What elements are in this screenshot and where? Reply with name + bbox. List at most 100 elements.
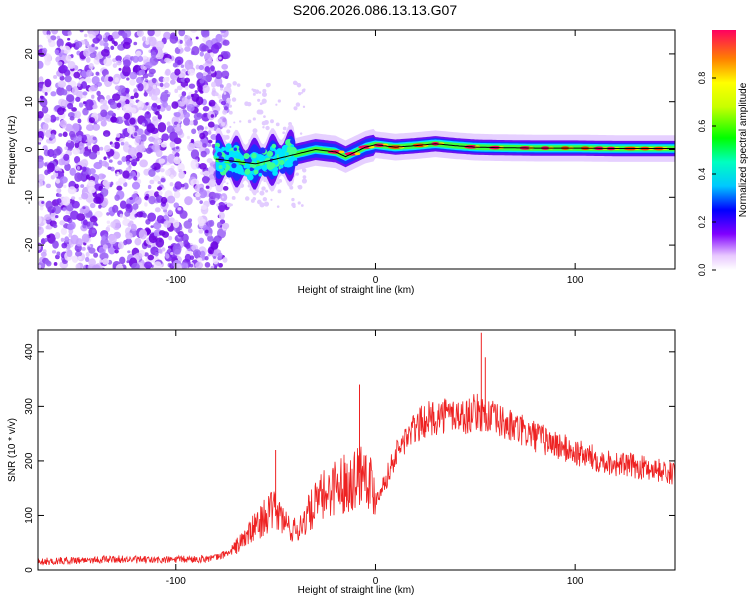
noise-blob: [93, 252, 99, 258]
noise-blob: [120, 141, 125, 146]
noise-blob: [53, 261, 58, 266]
sparse-blob: [300, 91, 303, 94]
noise-blob: [143, 91, 148, 97]
noise-blob: [157, 138, 162, 144]
noise-blob: [38, 141, 42, 145]
noise-blob: [215, 104, 219, 108]
noise-blob: [84, 33, 88, 38]
ridge-blob: [253, 169, 259, 175]
noise-blob: [184, 253, 192, 262]
sparse-blob: [265, 125, 270, 131]
spectrogram-ytick-label: 20: [24, 48, 35, 60]
noise-blob: [92, 264, 101, 269]
noise-blob: [116, 133, 121, 138]
noise-blob: [56, 198, 62, 204]
noise-blob: [113, 41, 118, 47]
noise-blob: [96, 150, 101, 156]
sparse-blob: [263, 201, 270, 207]
ridge-blob: [279, 159, 285, 166]
ridge-band-green: [215, 140, 675, 167]
ridge-blob: [246, 173, 254, 181]
noise-blob: [208, 233, 213, 237]
noise-blob: [81, 192, 89, 200]
noise-blob: [186, 39, 193, 47]
noise-blob: [66, 144, 73, 152]
noise-blob: [176, 85, 183, 91]
noise-blob: [39, 205, 44, 211]
noise-blob: [112, 151, 120, 160]
sparse-blob: [231, 97, 237, 102]
noise-blob: [100, 109, 108, 118]
noise-blob: [210, 65, 215, 72]
noise-blob: [68, 130, 76, 138]
noise-blob: [131, 161, 137, 167]
noise-blob: [39, 97, 48, 108]
noise-blob: [45, 129, 53, 138]
noise-blob: [125, 203, 133, 214]
noise-blob: [88, 62, 94, 70]
noise-blob: [71, 43, 76, 48]
sparse-blob: [275, 122, 280, 127]
noise-blob: [147, 244, 152, 248]
noise-blob: [38, 244, 41, 251]
sparse-blob: [226, 182, 229, 185]
noise-blob: [136, 30, 144, 37]
noise-blob: [44, 162, 48, 167]
noise-blob: [179, 210, 188, 219]
ridge-blob: [239, 156, 245, 161]
noise-blob: [83, 150, 90, 157]
noise-blob: [199, 200, 203, 204]
noise-blob: [107, 34, 113, 42]
sparse-blob: [252, 88, 257, 93]
noise-blob: [64, 123, 73, 132]
noise-blob: [155, 149, 163, 158]
noise-blob: [123, 112, 131, 120]
noise-blob: [219, 84, 224, 89]
noise-blob: [100, 48, 110, 57]
noise-blob: [195, 64, 200, 70]
noise-blob: [158, 158, 166, 164]
noise-blob: [184, 239, 189, 244]
noise-blob: [204, 59, 213, 67]
noise-blob: [166, 121, 171, 126]
noise-blob: [41, 201, 45, 205]
noise-blob: [174, 152, 180, 158]
noise-blob: [60, 227, 68, 235]
noise-blob: [157, 104, 161, 110]
noise-blob: [122, 41, 131, 50]
noise-blob: [75, 40, 83, 48]
noise-blob: [102, 244, 108, 250]
noise-blob: [133, 176, 138, 181]
noise-blob: [132, 55, 139, 63]
ridge-blob: [217, 151, 223, 157]
noise-blob: [220, 100, 227, 106]
spectrogram-y-label: Frequency (Hz): [7, 116, 18, 185]
noise-blob: [136, 100, 144, 110]
noise-blob: [174, 126, 181, 132]
noise-blob: [64, 165, 70, 170]
spectrogram-ytick-label: -20: [24, 237, 35, 252]
snr-content: [38, 332, 675, 566]
colorbar-tick-label: 0.2: [697, 216, 707, 229]
noise-blob: [153, 175, 161, 182]
snr-line: [38, 393, 675, 566]
noise-blob: [95, 193, 104, 204]
noise-blob: [211, 143, 216, 148]
noise-blob: [96, 90, 101, 96]
sparse-blob: [259, 202, 265, 208]
sparse-blob: [226, 129, 231, 134]
noise-blob: [69, 116, 75, 121]
sparse-blob: [258, 91, 262, 94]
noise-blob: [201, 72, 208, 78]
noise-blob: [69, 167, 77, 176]
noise-blob: [172, 243, 182, 255]
noise-blob: [102, 34, 106, 39]
noise-blob: [181, 91, 187, 97]
noise-blob: [197, 85, 203, 93]
noise-blob: [174, 181, 183, 190]
sparse-blob: [261, 186, 266, 191]
spectrogram-xtick-label: 0: [373, 275, 379, 286]
noise-blob: [173, 190, 181, 199]
noise-blob: [204, 126, 208, 130]
noise-blob: [75, 238, 83, 247]
